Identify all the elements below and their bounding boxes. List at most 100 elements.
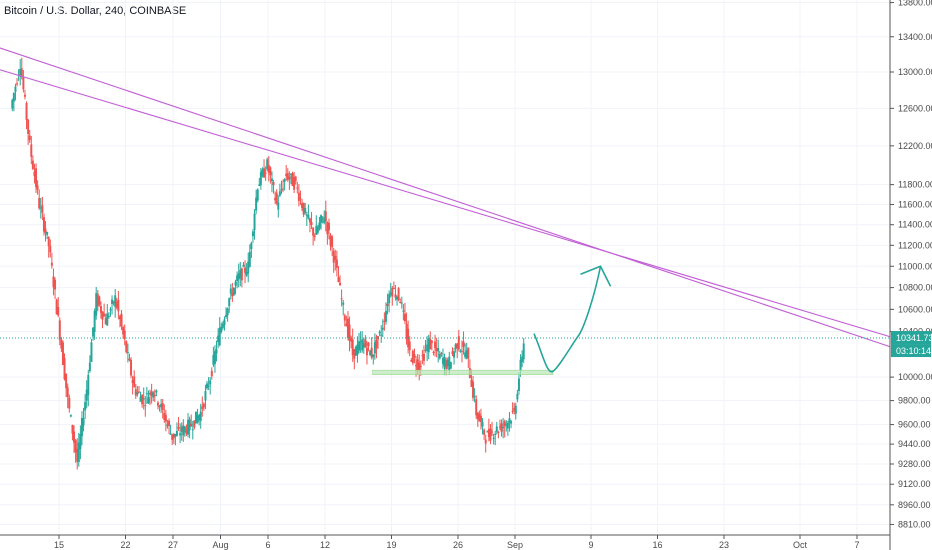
candle-body — [275, 192, 278, 204]
candle-body — [150, 391, 153, 396]
candle-body — [361, 339, 364, 351]
time-tick-label: 27 — [168, 540, 178, 550]
projection-arrow-path[interactable] — [533, 266, 602, 373]
candle-body — [522, 343, 525, 360]
candle-body — [293, 177, 296, 190]
candle-body — [367, 342, 370, 347]
candle-body — [359, 341, 362, 343]
candle-body — [339, 282, 342, 286]
candle-body — [266, 159, 269, 170]
grid-lines — [0, 0, 890, 535]
candle-body — [163, 413, 166, 421]
candle-body — [399, 301, 402, 303]
candle-body — [175, 430, 178, 436]
candle-body — [23, 94, 26, 97]
candle-body — [196, 415, 199, 423]
candle-body — [438, 353, 441, 359]
candle-body — [255, 197, 258, 211]
candle-body — [310, 222, 313, 226]
projection-arrow — [533, 265, 612, 373]
candle-body — [122, 326, 125, 335]
candle-body — [223, 319, 226, 326]
candle-body — [408, 341, 411, 351]
candle-body — [470, 379, 473, 387]
candle-body — [19, 69, 22, 75]
candle-body — [478, 413, 481, 422]
candle-body — [99, 305, 102, 313]
candle-body — [123, 330, 126, 340]
candle-body — [221, 323, 224, 328]
candle-body — [147, 397, 150, 404]
candle-body — [386, 303, 389, 307]
candle-body — [212, 355, 215, 365]
candle-body — [451, 351, 454, 354]
candle-body — [126, 351, 129, 353]
candle-body — [166, 424, 169, 427]
candle-body — [491, 431, 494, 433]
candle-body — [168, 420, 171, 426]
candle-body — [115, 301, 118, 308]
price-tick-label: 10600.00 — [898, 304, 932, 314]
candle-body — [435, 348, 438, 352]
price-scale[interactable]: 13800.00 13400.00 13000.00 12600.00 12200.00… — [889, 0, 932, 550]
candle-body — [301, 203, 304, 209]
candle-body — [118, 316, 121, 320]
candle-body — [240, 268, 243, 281]
candle-body — [277, 202, 280, 210]
candle-body — [313, 235, 316, 238]
time-tick-label: 22 — [120, 540, 130, 550]
candle-body — [305, 214, 308, 216]
price-tick-label: 12600.00 — [898, 103, 932, 113]
candle-body — [286, 173, 289, 180]
candle-body — [342, 302, 345, 305]
candle-body — [215, 349, 218, 354]
candle-body — [394, 294, 397, 298]
candle-body — [134, 389, 137, 396]
candle-body — [283, 179, 286, 182]
candle-body — [60, 339, 63, 349]
candle-body — [503, 421, 506, 427]
candle-body — [263, 168, 266, 178]
candle-body — [245, 272, 248, 276]
candle-body — [87, 375, 90, 396]
candle-body — [459, 350, 462, 352]
candle-body — [487, 428, 490, 438]
candle-body — [405, 323, 408, 340]
candle-body — [88, 362, 91, 372]
candle-body — [239, 269, 242, 279]
trendline[interactable] — [0, 45, 896, 349]
support-zone[interactable] — [372, 369, 554, 376]
price-scale-bg — [890, 0, 932, 550]
candle-body — [457, 336, 460, 350]
candle-body — [152, 392, 155, 398]
candle-body — [321, 216, 324, 218]
candle-body — [210, 370, 213, 377]
candle-body — [193, 420, 196, 428]
candle-body — [332, 250, 335, 263]
countdown-tag — [891, 344, 931, 358]
candle-body — [264, 172, 267, 174]
time-scale[interactable]: 15 22 27 Aug 6 12 19 26 Sep 9 16 23 Oct 7 — [0, 534, 890, 550]
candle-body — [331, 236, 334, 248]
candle-body — [209, 380, 212, 385]
candle-body — [96, 293, 99, 307]
candle-body — [443, 357, 446, 367]
candle-body — [505, 424, 508, 426]
trendline[interactable] — [0, 68, 896, 339]
current-price-tag — [891, 331, 931, 345]
candle-body — [326, 222, 329, 235]
candle-body — [98, 296, 101, 305]
candle-body — [415, 364, 418, 367]
candle-body — [68, 397, 71, 409]
candle-body — [20, 68, 23, 78]
candle-body — [502, 426, 505, 428]
candle-body — [117, 299, 120, 312]
price-tick-label: 10800.00 — [898, 283, 932, 293]
candle-body — [282, 188, 285, 190]
candle-body — [160, 404, 163, 408]
candle-body — [270, 178, 273, 182]
candle-body — [112, 301, 115, 304]
candle-body — [460, 350, 463, 352]
time-tick-label: Oct — [793, 540, 808, 550]
